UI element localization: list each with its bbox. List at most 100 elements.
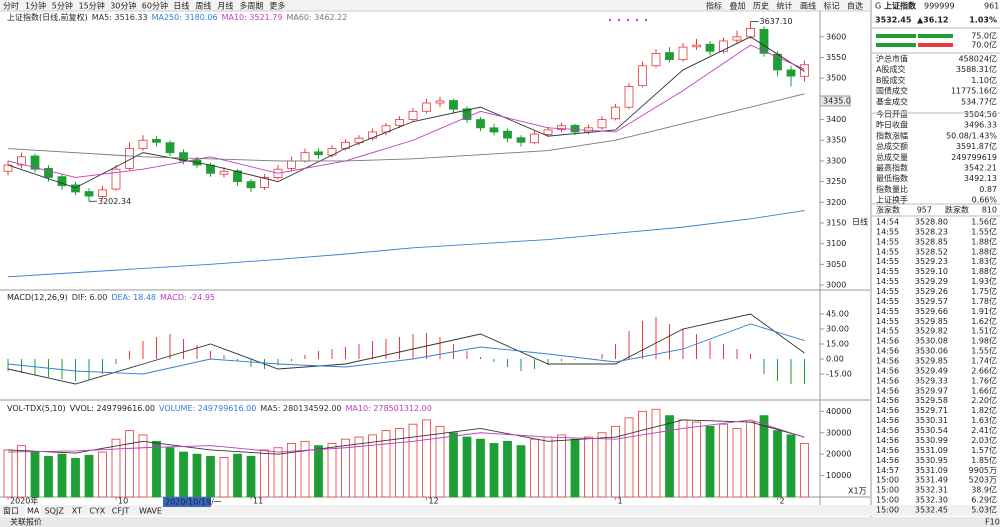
tick-amount: 2.41亿 <box>971 425 997 435</box>
tab[interactable]: CYX <box>89 507 105 516</box>
y-tick-label: 20000 <box>826 450 851 459</box>
tab[interactable]: MA <box>27 507 40 516</box>
tick-time: 14:56 <box>876 446 899 455</box>
tick-amount: 2.03亿 <box>971 435 997 445</box>
tick-time: 14:56 <box>876 426 899 435</box>
f10[interactable]: F10 <box>985 518 1000 527</box>
candle-body <box>368 131 377 139</box>
menu-item[interactable]: 更多 <box>269 1 285 11</box>
panel-pct: 1.03% <box>969 16 997 25</box>
tick-amount: 1.74亿 <box>971 356 997 366</box>
tick-price: 3529.26 <box>915 287 948 296</box>
volume-bar <box>773 430 782 498</box>
ratio-label: 75.0亿 <box>971 31 997 41</box>
menu-item[interactable]: 1分钟 <box>25 1 46 11</box>
tick-time: 14:56 <box>876 366 899 375</box>
tab[interactable]: WAVE <box>139 507 162 516</box>
indicator-label: MA250: 3180.06 <box>152 13 218 22</box>
volume-bar <box>341 438 350 498</box>
menu-item[interactable]: 多周期 <box>239 1 263 11</box>
candle-body <box>246 181 256 189</box>
tick-price: 3529.29 <box>915 277 948 286</box>
row-label: 最高指数 <box>876 163 908 173</box>
y-tick-label: 3250 <box>826 177 846 186</box>
candle-body <box>476 119 485 129</box>
candle-body <box>138 139 148 149</box>
candle-body <box>206 164 215 174</box>
volume-bar <box>233 453 242 498</box>
candle-body <box>71 184 80 193</box>
tool-button[interactable]: 统计 <box>777 1 793 11</box>
volume-bar <box>98 451 107 498</box>
tick-time: 14:56 <box>876 396 899 405</box>
annotation: 3202.34 <box>98 197 131 206</box>
tick-amount: 1.82亿 <box>971 405 997 415</box>
row-value: 3496.33 <box>964 121 997 130</box>
panel-price: 3532.45 <box>875 16 912 25</box>
tick-amount: 1.98亿 <box>971 336 997 346</box>
volume-bar <box>192 453 202 498</box>
tool-button[interactable]: 指标 <box>706 1 722 11</box>
panel-extra: 961 <box>984 2 999 11</box>
tool-button[interactable]: 历史 <box>753 1 769 11</box>
y-tick-label: 3000 <box>826 281 846 290</box>
candle-body <box>732 36 742 41</box>
indicator-line <box>7 44 805 178</box>
row-label: 昨日收盘 <box>876 120 908 130</box>
volume-bar <box>732 428 742 498</box>
tick-price: 3529.57 <box>915 297 948 306</box>
menu-item[interactable]: 5分钟 <box>52 1 73 11</box>
tick-price: 3529.10 <box>915 267 948 276</box>
candle-body <box>678 46 688 60</box>
candle-body <box>759 28 769 54</box>
tool-button[interactable]: 标记 <box>824 1 840 11</box>
tool-button[interactable]: 画线 <box>800 1 816 11</box>
y-tick-label: 3550 <box>826 53 846 62</box>
menu-item[interactable]: 月线 <box>217 1 233 11</box>
tick-price: 3529.58 <box>915 396 948 405</box>
tick-price: 3528.80 <box>915 218 948 227</box>
tab[interactable]: CFJT <box>112 507 130 516</box>
tick-time: 14:55 <box>876 257 899 266</box>
row-value: 458024亿 <box>958 54 997 64</box>
tick-time: 14:56 <box>876 347 899 356</box>
candle-body <box>651 52 661 67</box>
candle-body <box>30 155 40 170</box>
volume-bar <box>287 443 296 498</box>
tab[interactable]: SQJZ <box>45 507 65 516</box>
tick-amount: 1.93亿 <box>971 276 997 286</box>
menu-item[interactable]: 30分钟 <box>110 1 136 11</box>
volume-bar <box>219 456 229 498</box>
tick-amount: 1.88亿 <box>971 266 997 276</box>
volume-bar <box>435 425 445 498</box>
volume-bar <box>476 438 485 498</box>
candle-body <box>557 125 566 130</box>
volume-bar <box>17 445 26 498</box>
menu-item[interactable]: 60分钟 <box>142 1 168 11</box>
menu-item[interactable]: 日线 <box>173 1 189 11</box>
period-label: 日线 <box>852 217 868 227</box>
tab[interactable]: 窗口 <box>3 506 19 516</box>
menu-item[interactable]: 15分钟 <box>79 1 105 11</box>
tab-bar <box>0 505 1000 516</box>
candle-body <box>462 108 472 120</box>
tick-amount: 1.76亿 <box>971 375 997 385</box>
tick-time: 14:57 <box>876 466 899 475</box>
volume-bar <box>651 408 661 498</box>
tick-time: 14:56 <box>876 456 899 465</box>
indicator-label: VOL-TDX(5,10) <box>7 404 66 413</box>
tick-time: 15:00 <box>876 486 899 495</box>
menu-item[interactable]: 周线 <box>195 1 211 11</box>
y-tick-label: 3200 <box>826 198 846 207</box>
menu-item[interactable]: 分时 <box>3 1 19 11</box>
tick-time: 14:56 <box>876 416 899 425</box>
row-label: A股成交 <box>876 64 905 74</box>
tick-price: 3529.82 <box>915 327 948 336</box>
tool-button[interactable]: 叠加 <box>730 1 746 11</box>
tab[interactable]: XT <box>72 507 82 516</box>
volume-bar <box>449 432 458 498</box>
tool-button[interactable]: 自选 <box>847 1 863 11</box>
tick-price: 3532.31 <box>915 486 948 495</box>
candle-body <box>665 52 674 60</box>
tick-time: 14:55 <box>876 247 899 256</box>
